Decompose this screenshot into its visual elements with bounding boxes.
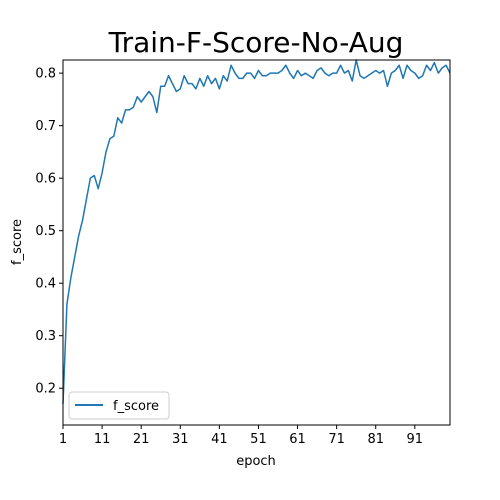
x-axis: 1 11 21 31 41 51 61 71 81 91	[59, 425, 423, 447]
y-axis: 0.2 0.3 0.4 0.5 0.6 0.7 0.8	[35, 67, 63, 397]
x-tick-label: 61	[289, 432, 306, 447]
y-tick-label: 0.7	[35, 119, 56, 134]
x-tick-label: 81	[367, 432, 384, 447]
y-tick-label: 0.2	[35, 382, 56, 397]
x-tick-label: 1	[59, 432, 67, 447]
x-tick-label: 11	[94, 432, 111, 447]
y-tick-label: 0.4	[35, 277, 56, 292]
y-tick-label: 0.3	[35, 329, 56, 344]
x-tick-label: 21	[133, 432, 150, 447]
x-axis-label: epoch	[236, 454, 276, 469]
x-tick-label: 31	[172, 432, 189, 447]
x-tick-label: 91	[407, 432, 424, 447]
plot-area	[62, 59, 451, 426]
y-tick-label: 0.6	[35, 172, 56, 187]
series-line-f-score	[62, 59, 451, 405]
legend-box	[68, 391, 170, 420]
legend-label: f_score	[113, 399, 159, 414]
x-tick-label: 71	[328, 432, 345, 447]
legend: f_score	[68, 391, 170, 420]
x-tick-label: 51	[250, 432, 267, 447]
y-tick-label: 0.5	[35, 224, 56, 239]
y-tick-label: 0.8	[35, 67, 56, 82]
chart-title: Train-F-Score-No-Aug	[108, 26, 404, 59]
x-tick-label: 41	[211, 432, 228, 447]
y-axis-label: f_score	[10, 219, 25, 265]
plot-frame	[62, 59, 451, 426]
